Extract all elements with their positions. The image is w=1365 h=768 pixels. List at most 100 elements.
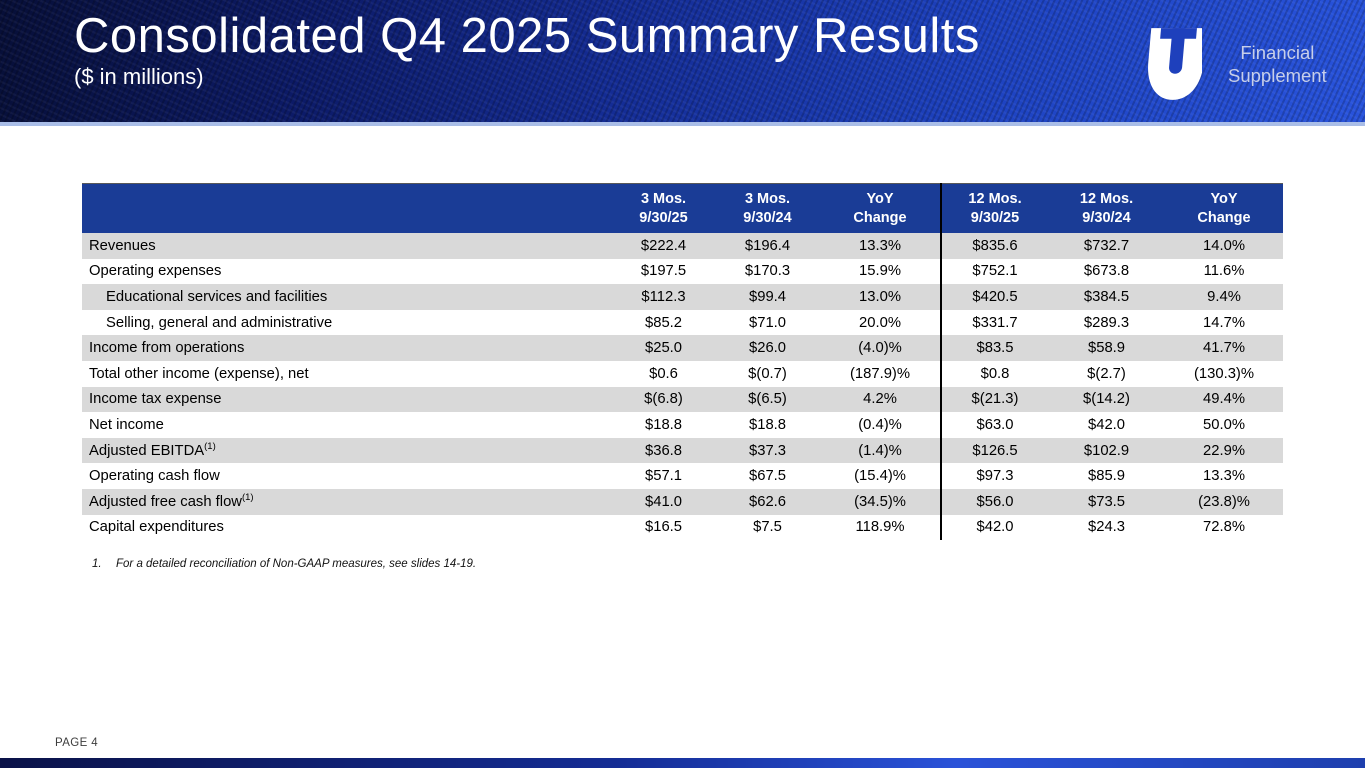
brand-text: Financial Supplement <box>1228 41 1327 87</box>
cell: $26.0 <box>715 335 820 361</box>
row-label: Adjusted free cash flow(1) <box>82 488 612 515</box>
brand-block: Financial Supplement <box>1140 26 1327 102</box>
cell: $16.5 <box>612 514 715 541</box>
row-label: Net income <box>82 412 612 438</box>
cell: $85.2 <box>612 309 715 336</box>
cell: 20.0% <box>820 309 941 336</box>
cell: $36.8 <box>612 437 715 464</box>
cell: $25.0 <box>612 335 715 361</box>
cell: 49.4% <box>1165 386 1283 413</box>
table-row: Operating cash flow $57.1 $67.5 (15.4)% $97.… <box>82 463 1283 489</box>
cell: $62.6 <box>715 488 820 515</box>
cell: (187.9)% <box>820 360 941 387</box>
table-row: Revenues $222.4 $196.4 13.3% $835.6 $732.7 14.… <box>82 233 1283 259</box>
cell: (4.0)% <box>820 335 941 361</box>
cell: $73.5 <box>1048 488 1165 515</box>
row-label: Operating expenses <box>82 258 612 285</box>
cell: 4.2% <box>820 386 941 413</box>
footnote-text: For a detailed reconciliation of Non-GAA… <box>116 558 477 570</box>
cell: 11.6% <box>1165 258 1283 285</box>
cell: $99.4 <box>715 284 820 310</box>
cell: $384.5 <box>1048 284 1165 310</box>
cell: $18.8 <box>612 412 715 438</box>
cell: $0.6 <box>612 360 715 387</box>
cell: 14.7% <box>1165 309 1283 336</box>
cell: (130.3)% <box>1165 360 1283 387</box>
cell: $56.0 <box>940 488 1048 515</box>
cell: 22.9% <box>1165 437 1283 464</box>
column-header: 12 Mos. 9/30/24 <box>1048 183 1165 233</box>
title-block: Consolidated Q4 2025 Summary Results ($ … <box>74 9 980 90</box>
cell: 15.9% <box>820 258 941 285</box>
cell: $196.4 <box>715 233 820 259</box>
page-title: Consolidated Q4 2025 Summary Results <box>74 9 980 63</box>
cell: $197.5 <box>612 258 715 285</box>
cell: $0.8 <box>940 360 1048 387</box>
table-row: Income tax expense $(6.8) $(6.5) 4.2% $(21.3… <box>82 386 1283 413</box>
summary-table: 3 Mos. 9/30/25 3 Mos. 9/30/24 YoY Change 12 Mo… <box>82 183 1283 541</box>
row-label: Income from operations <box>82 335 612 361</box>
cell: $24.3 <box>1048 514 1165 541</box>
cell: 13.0% <box>820 284 941 310</box>
row-label: Selling, general and administrative <box>82 309 612 336</box>
cell: $(6.5) <box>715 386 820 413</box>
cell: 14.0% <box>1165 233 1283 259</box>
cell: $289.3 <box>1048 309 1165 336</box>
table-row: Educational services and facilities $112.… <box>82 284 1283 310</box>
table-row: Selling, general and administrative $85.2… <box>82 309 1283 336</box>
table-row: Adjusted EBITDA(1) $36.8 $37.3 (1.4)% $126.5… <box>82 437 1283 464</box>
table-body: Revenues $222.4 $196.4 13.3% $835.6 $732.7 14.… <box>82 233 1283 541</box>
table-row: Total other income (expense), net $0.6 $(0… <box>82 360 1283 387</box>
brand-line-2: Supplement <box>1228 65 1327 86</box>
cell: $(2.7) <box>1048 360 1165 387</box>
cell: $752.1 <box>940 258 1048 285</box>
cell: (1.4)% <box>820 437 941 464</box>
cell: $58.9 <box>1048 335 1165 361</box>
table-header: 3 Mos. 9/30/25 3 Mos. 9/30/24 YoY Change 12 Mo… <box>82 183 1283 233</box>
row-label: Adjusted EBITDA(1) <box>82 437 612 464</box>
cell: $835.6 <box>940 233 1048 259</box>
cell: $97.3 <box>940 463 1048 489</box>
cell: 72.8% <box>1165 514 1283 541</box>
cell: $42.0 <box>940 514 1048 541</box>
page-subtitle: ($ in millions) <box>74 63 204 89</box>
cell: (0.4)% <box>820 412 941 438</box>
cell: $222.4 <box>612 233 715 259</box>
row-label: Revenues <box>82 233 612 259</box>
cell: $85.9 <box>1048 463 1165 489</box>
column-header: 3 Mos. 9/30/24 <box>715 183 820 233</box>
row-label: Total other income (expense), net <box>82 360 612 387</box>
footnote-number: 1. <box>92 558 102 570</box>
cell: 13.3% <box>820 233 941 259</box>
cell: $331.7 <box>940 309 1048 336</box>
cell: 118.9% <box>820 514 941 541</box>
cell: 41.7% <box>1165 335 1283 361</box>
cell: (23.8)% <box>1165 488 1283 515</box>
row-label: Capital expenditures <box>82 514 612 541</box>
cell: (34.5)% <box>820 488 941 515</box>
header-banner: Consolidated Q4 2025 Summary Results ($ … <box>0 0 1365 122</box>
bottom-bar <box>0 758 1365 768</box>
cell: $102.9 <box>1048 437 1165 464</box>
row-label: Operating cash flow <box>82 463 612 489</box>
footnote: 1. For a detailed reconciliation of Non-G… <box>92 558 476 570</box>
cell: $170.3 <box>715 258 820 285</box>
cell: $673.8 <box>1048 258 1165 285</box>
cell: $63.0 <box>940 412 1048 438</box>
brand-line-1: Financial <box>1240 42 1315 63</box>
column-header: 3 Mos. 9/30/25 <box>612 183 715 233</box>
cell: $67.5 <box>715 463 820 489</box>
cell: $18.8 <box>715 412 820 438</box>
summary-table-wrap: 3 Mos. 9/30/25 3 Mos. 9/30/24 YoY Change 12 Mo… <box>82 183 1283 541</box>
cell: $83.5 <box>940 335 1048 361</box>
cell: 50.0% <box>1165 412 1283 438</box>
table-row: Adjusted free cash flow(1) $41.0 $62.6 (34.… <box>82 488 1283 515</box>
uti-logo-icon <box>1140 26 1207 102</box>
cell: $420.5 <box>940 284 1048 310</box>
page-number: PAGE 4 <box>55 737 99 749</box>
cell: $(6.8) <box>612 386 715 413</box>
table-row: Net income $18.8 $18.8 (0.4)% $63.0 $42.0 50.0… <box>82 412 1283 438</box>
cell: $42.0 <box>1048 412 1165 438</box>
column-header: YoY Change <box>820 183 941 233</box>
